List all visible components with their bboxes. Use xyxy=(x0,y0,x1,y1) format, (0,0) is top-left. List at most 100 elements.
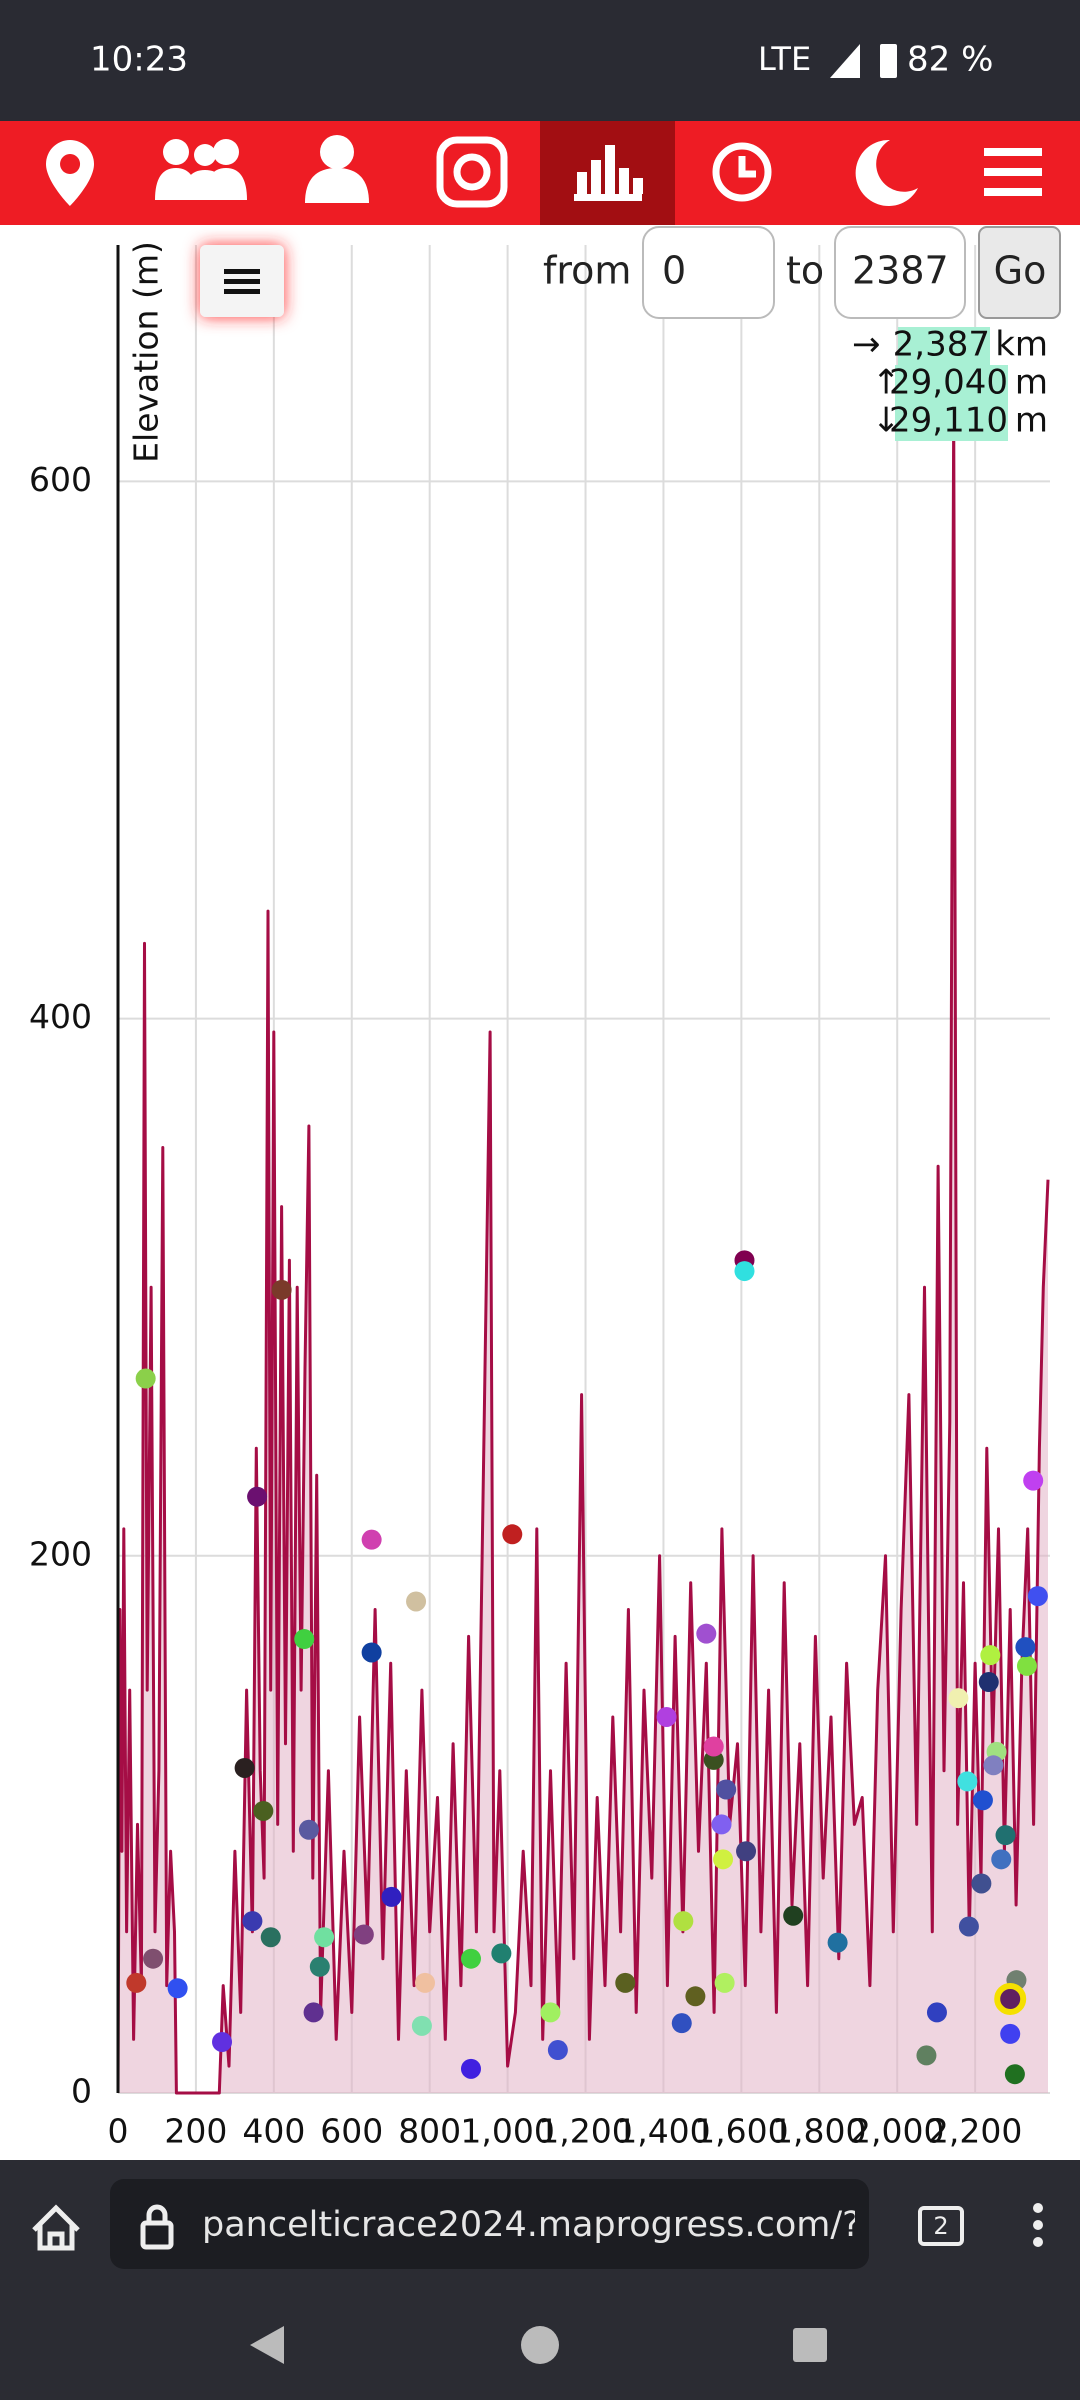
participant-marker xyxy=(926,2002,947,2023)
map-tab[interactable] xyxy=(46,140,94,206)
back-button[interactable] xyxy=(250,2326,284,2364)
url-field[interactable] xyxy=(110,2179,869,2269)
signal-icon xyxy=(830,44,860,78)
participant-marker xyxy=(353,1924,374,1945)
participant-marker xyxy=(948,1688,969,1709)
from-input[interactable] xyxy=(642,226,775,319)
y-tick-label: 400 xyxy=(29,997,92,1036)
profile-tab[interactable] xyxy=(305,135,369,203)
participant-marker xyxy=(547,2040,568,2061)
participant-marker xyxy=(234,1757,255,1778)
participant-marker xyxy=(734,1261,755,1282)
participant-marker xyxy=(991,1849,1012,1870)
battery-icon xyxy=(880,44,897,78)
participant-marker xyxy=(827,1932,848,1953)
participant-marker xyxy=(502,1524,523,1545)
stats: → 2,387 km ↑ 29,040 m ↓ 29,110 m xyxy=(852,325,1048,441)
to-value: 2387 xyxy=(852,249,949,293)
tab-count: 2 xyxy=(933,2212,948,2240)
participant-marker xyxy=(714,1972,735,1993)
participant-marker xyxy=(294,1629,315,1650)
night-tab[interactable] xyxy=(855,139,918,206)
chart-menu-icon xyxy=(224,269,260,294)
x-tick-label: 400 xyxy=(242,2112,305,2151)
participant-marker xyxy=(361,1529,382,1550)
participant-marker xyxy=(126,1972,147,1993)
distance-unit: km xyxy=(995,325,1048,365)
x-tick-label: 600 xyxy=(320,2112,383,2151)
participant-marker xyxy=(415,1972,436,1993)
participant-marker xyxy=(406,1591,427,1612)
participant-marker xyxy=(1023,1470,1044,1491)
go-label: Go xyxy=(994,249,1047,293)
participant-marker xyxy=(303,2002,324,2023)
chart-tab[interactable] xyxy=(574,145,643,201)
participant-marker xyxy=(314,1927,335,1948)
go-button[interactable] xyxy=(978,226,1061,319)
highlight xyxy=(895,403,1008,441)
participant-marker xyxy=(980,1645,1001,1666)
participant-marker xyxy=(271,1279,292,1300)
tabs-button[interactable] xyxy=(918,2206,964,2246)
participant-marker xyxy=(1004,2064,1025,2085)
y-tick-label: 0 xyxy=(71,2072,92,2111)
plot-area xyxy=(118,412,1050,2095)
participant-marker xyxy=(260,1927,281,1948)
participant-marker xyxy=(540,2002,561,2023)
participant-marker xyxy=(716,1779,737,1800)
participant-marker xyxy=(247,1486,268,1507)
history-tab[interactable] xyxy=(712,142,772,202)
elevation-chart: 0 200 400 600 800 1,0001,2001,4001,6001,8002,… xyxy=(29,245,1050,2151)
participant-marker xyxy=(983,1755,1004,1776)
elevation-area xyxy=(118,414,1048,2094)
participant-marker xyxy=(381,1886,402,1907)
ascent: 29,040 xyxy=(889,363,1008,403)
from-value: 0 xyxy=(662,249,686,293)
participant-marker xyxy=(135,1368,156,1389)
x-tick-label: 0 xyxy=(108,2112,129,2151)
elevation-line xyxy=(118,412,1050,2095)
participant-marker xyxy=(361,1642,382,1663)
participant-marker xyxy=(1015,1637,1036,1658)
y-tick-label: 600 xyxy=(29,460,92,499)
participant-marker xyxy=(242,1911,263,1932)
home-button[interactable] xyxy=(32,2204,80,2251)
participant-marker xyxy=(253,1800,274,1821)
participant-marker xyxy=(958,1916,979,1937)
recents-button[interactable] xyxy=(793,2328,827,2362)
ascent-unit: m xyxy=(1015,363,1048,403)
participant-marker xyxy=(711,1814,732,1835)
participant-marker xyxy=(685,1986,706,2007)
x-tick-label: 200 xyxy=(164,2112,227,2151)
to-input[interactable] xyxy=(834,226,966,319)
participant-marker xyxy=(978,1672,999,1693)
distance-arrow: → xyxy=(852,325,881,365)
url: pancelticrace2024.maprogress.com/?l xyxy=(202,2205,870,2245)
home-nav-button[interactable] xyxy=(521,2326,559,2364)
participant-marker xyxy=(411,2015,432,2036)
participant-marker xyxy=(995,1825,1016,1846)
participant-marker xyxy=(656,1706,677,1727)
participant-marker xyxy=(736,1841,757,1862)
participant-marker xyxy=(298,1819,319,1840)
participant-marker xyxy=(783,1905,804,1926)
participant-marker xyxy=(309,1956,330,1977)
highlight xyxy=(895,365,1008,403)
y-tick-label: 200 xyxy=(29,1534,92,1573)
participant-marker xyxy=(972,1790,993,1811)
instagram-tab[interactable] xyxy=(436,136,508,208)
participant-marker xyxy=(491,1943,512,1964)
overflow-menu[interactable] xyxy=(1033,2203,1043,2247)
highlight xyxy=(898,327,990,365)
menu-tab[interactable] xyxy=(984,148,1042,196)
distance: 2,387 xyxy=(893,325,990,365)
group-tab[interactable] xyxy=(155,139,247,200)
selected-participant xyxy=(994,1982,1027,2015)
participant-marker xyxy=(460,2058,481,2079)
lock-icon xyxy=(140,2204,174,2250)
x-tick-label: 1,200 xyxy=(538,2112,632,2151)
participant-marker xyxy=(1027,1586,1048,1607)
participant-marker xyxy=(696,1623,717,1644)
x-tick-label: 2,000 xyxy=(850,2112,944,2151)
from-label: from xyxy=(543,249,631,293)
